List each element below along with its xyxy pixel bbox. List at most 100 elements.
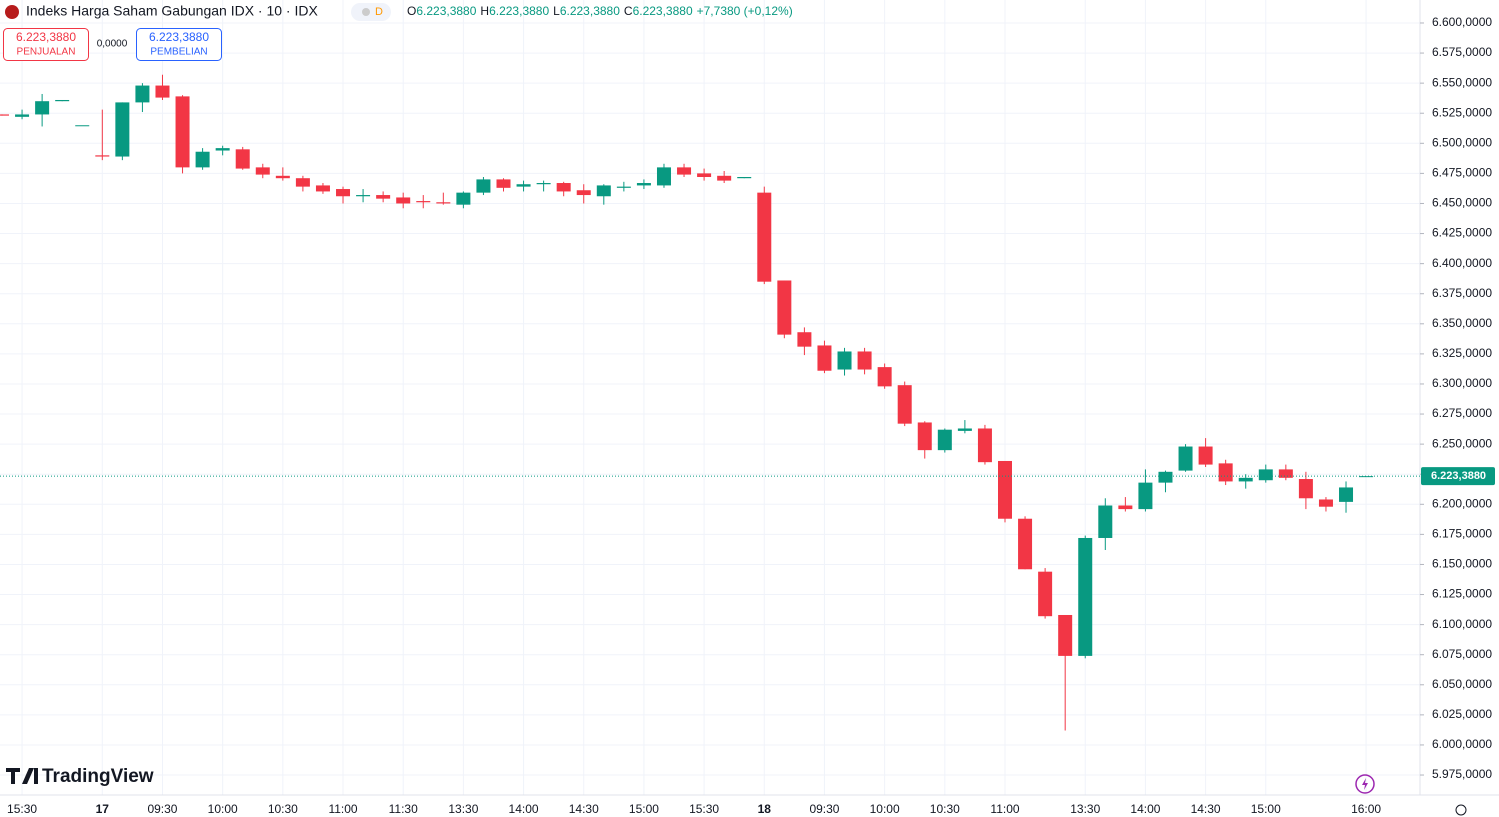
symbol-icon bbox=[5, 5, 19, 19]
y-tick-label: 6.550,0000 bbox=[1432, 75, 1492, 89]
candle-body bbox=[656, 167, 671, 186]
candle-body bbox=[75, 125, 90, 127]
x-tick-label: 10:00 bbox=[208, 802, 238, 816]
grid bbox=[0, 0, 1420, 795]
x-tick-label: 11:30 bbox=[389, 802, 418, 816]
sell-button[interactable] bbox=[3, 28, 89, 61]
x-tick-label: 14:30 bbox=[569, 802, 599, 816]
ohlc-value: 6.223,3880 bbox=[560, 4, 620, 18]
candle-body bbox=[1058, 614, 1073, 656]
y-tick-label: 6.375,0000 bbox=[1432, 286, 1492, 300]
candle-body bbox=[1078, 537, 1093, 656]
chart-title: Indeks Harga Saham Gabungan IDX · 10 · I… bbox=[26, 3, 318, 19]
candle-body bbox=[917, 422, 932, 451]
candle-body bbox=[255, 167, 270, 175]
x-tick-label: 10:30 bbox=[930, 802, 960, 816]
candle-body bbox=[416, 201, 431, 203]
y-tick-label: 6.125,0000 bbox=[1432, 587, 1492, 601]
candle-body bbox=[937, 429, 952, 451]
candle-body bbox=[1359, 476, 1374, 478]
x-tick-label: 15:30 bbox=[7, 802, 37, 816]
candle-body bbox=[717, 175, 732, 181]
y-tick-label: 6.500,0000 bbox=[1432, 135, 1492, 149]
x-tick-label: 17 bbox=[96, 802, 110, 816]
x-tick-label: 11:00 bbox=[328, 802, 357, 816]
candle-body bbox=[175, 96, 190, 168]
candle-body bbox=[1218, 463, 1233, 482]
y-tick-label: 6.150,0000 bbox=[1432, 557, 1492, 571]
y-tick-label: 6.000,0000 bbox=[1432, 737, 1492, 751]
y-tick-label: 6.075,0000 bbox=[1432, 647, 1492, 661]
candle-body bbox=[636, 183, 651, 186]
ohlc-key: H bbox=[480, 4, 489, 18]
x-tick-label: 15:30 bbox=[689, 802, 719, 816]
candle-body bbox=[677, 167, 692, 175]
x-tick-label: 14:00 bbox=[1130, 802, 1160, 816]
candle-body bbox=[376, 195, 391, 199]
y-tick-label: 6.450,0000 bbox=[1432, 196, 1492, 210]
y-tick-label: 6.300,0000 bbox=[1432, 376, 1492, 390]
candle-body bbox=[155, 85, 170, 98]
y-tick-label: 6.325,0000 bbox=[1432, 346, 1492, 360]
candle-body bbox=[1038, 571, 1053, 617]
x-tick-label: 15:00 bbox=[629, 802, 659, 816]
candle-body bbox=[777, 280, 792, 335]
candle-body bbox=[616, 186, 631, 188]
buy-button[interactable] bbox=[136, 28, 222, 61]
candle-body bbox=[897, 385, 912, 424]
candle-body bbox=[1018, 518, 1033, 570]
y-tick-label: 6.575,0000 bbox=[1432, 45, 1492, 59]
ohlc-text: O6.223,3880 H6.223,3880 L6.223,3880 C6.223,… bbox=[407, 4, 793, 18]
candle-body bbox=[1278, 469, 1293, 478]
candle-body bbox=[1098, 505, 1113, 538]
candle-body bbox=[596, 185, 611, 197]
y-tick-label: 6.400,0000 bbox=[1432, 256, 1492, 270]
buy-price: 6.223,3880 bbox=[149, 30, 209, 44]
y-tick-label: 6.525,0000 bbox=[1432, 105, 1492, 119]
candle-body bbox=[857, 351, 872, 370]
candle-body bbox=[697, 173, 712, 178]
candles bbox=[0, 74, 1374, 731]
candle-body bbox=[15, 114, 30, 117]
x-tick-label: 14:00 bbox=[509, 802, 539, 816]
ohlc-value: 6.223,3880 bbox=[489, 4, 549, 18]
candle-body bbox=[877, 367, 892, 387]
settings-icon[interactable] bbox=[1455, 804, 1467, 816]
x-tick-label: 09:30 bbox=[809, 802, 839, 816]
ohlc-key: C bbox=[624, 4, 633, 18]
y-tick-label: 6.175,0000 bbox=[1432, 527, 1492, 541]
y-tick-label: 6.350,0000 bbox=[1432, 316, 1492, 330]
candle-body bbox=[115, 102, 130, 157]
y-tick-label: 6.100,0000 bbox=[1432, 617, 1492, 631]
candle-body bbox=[1118, 505, 1133, 510]
lightning-icon[interactable] bbox=[1355, 774, 1375, 794]
x-tick-label: 10:00 bbox=[870, 802, 900, 816]
sell-price: 6.223,3880 bbox=[16, 30, 76, 44]
ohlc-change: +7,7380 (+0,12%) bbox=[697, 4, 793, 18]
candle-body bbox=[315, 185, 330, 192]
candle-body bbox=[757, 192, 772, 282]
candle-body bbox=[556, 183, 571, 192]
y-tick-label: 6.600,0000 bbox=[1432, 15, 1492, 29]
x-tick-label: 16:00 bbox=[1351, 802, 1381, 816]
y-tick-label: 6.250,0000 bbox=[1432, 436, 1492, 450]
candle-body bbox=[436, 202, 451, 204]
candle-body bbox=[1318, 499, 1333, 507]
candle-body bbox=[456, 192, 471, 205]
y-tick-label: 6.425,0000 bbox=[1432, 226, 1492, 240]
candle-body bbox=[356, 195, 371, 197]
brand-logo bbox=[6, 768, 38, 784]
candle-body bbox=[977, 428, 992, 463]
candle-body bbox=[496, 179, 511, 188]
x-tick-label: 13:30 bbox=[1070, 802, 1100, 816]
last-price-tag bbox=[1421, 467, 1495, 486]
ohlc-value: 6.223,3880 bbox=[633, 4, 693, 18]
candle-body bbox=[817, 345, 832, 371]
candle-body bbox=[1238, 477, 1253, 482]
candle-body bbox=[55, 99, 70, 102]
x-tick-label: 09:30 bbox=[147, 802, 177, 816]
candle-body bbox=[516, 184, 531, 187]
brand: TradingView bbox=[42, 766, 154, 787]
y-tick-label: 5.975,0000 bbox=[1432, 767, 1492, 781]
